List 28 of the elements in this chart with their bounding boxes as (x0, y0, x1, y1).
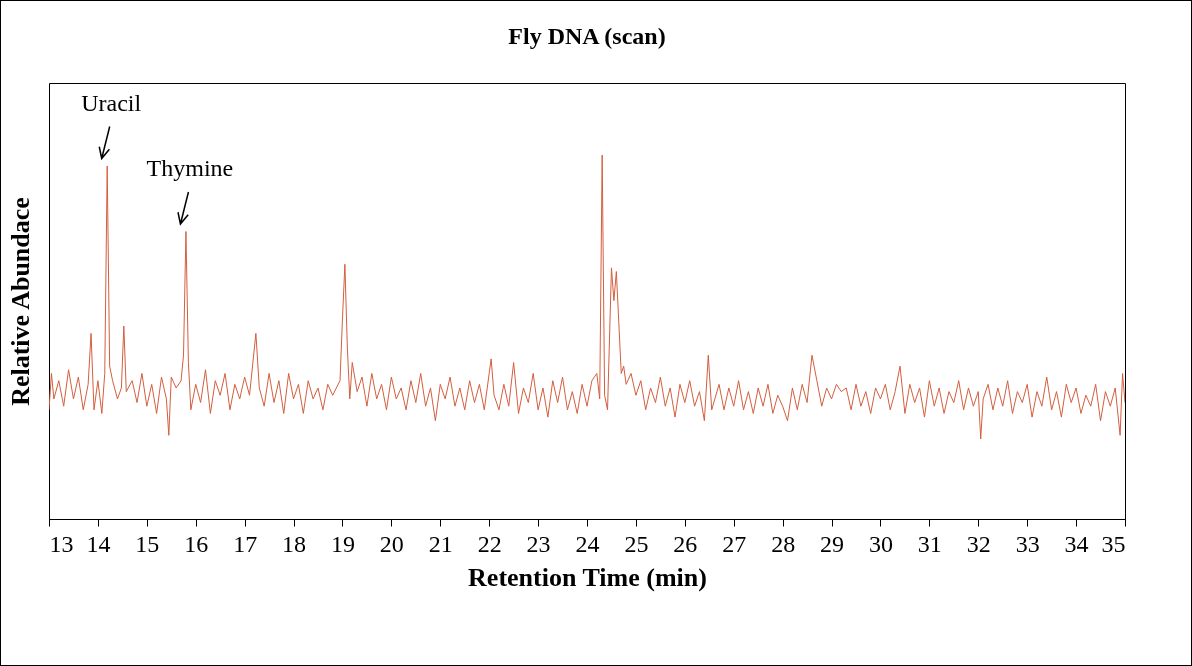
x-tick-label: 23 (526, 530, 551, 557)
annotation: Thymine (146, 155, 234, 182)
x-tick-label: 16 (184, 530, 209, 557)
x-tick-label: 32 (966, 530, 991, 557)
chart-title: Fly DNA (scan) (508, 23, 666, 49)
x-tick-label: 14 (86, 530, 111, 557)
x-tick-label: 35 (1101, 530, 1126, 557)
x-tick-label: 20 (379, 530, 404, 557)
x-tick-label: 33 (1015, 530, 1040, 557)
x-tick-label: 22 (477, 530, 502, 557)
x-tick-label: 24 (575, 530, 600, 557)
x-tick-label: 26 (673, 530, 698, 557)
x-tick-label: 17 (233, 530, 258, 557)
y-axis-title: Relative Abundace (5, 197, 35, 406)
x-tick-label: 15 (135, 530, 160, 557)
annotation: Uracil (81, 89, 142, 116)
x-tick-label: 19 (330, 530, 355, 557)
x-tick-label: 28 (771, 530, 796, 557)
x-tick-label: 13 (49, 530, 74, 557)
x-tick-label: 21 (428, 530, 453, 557)
x-tick-label: 27 (722, 530, 747, 557)
x-tick-label: 31 (917, 530, 942, 557)
x-tick-label: 30 (868, 530, 893, 557)
x-tick-label: 34 (1064, 530, 1089, 557)
x-tick-label: 18 (282, 530, 307, 557)
x-axis-title: Retention Time (min) (468, 562, 707, 592)
x-tick-label: 25 (624, 530, 649, 557)
x-tick-label: 29 (820, 530, 845, 557)
